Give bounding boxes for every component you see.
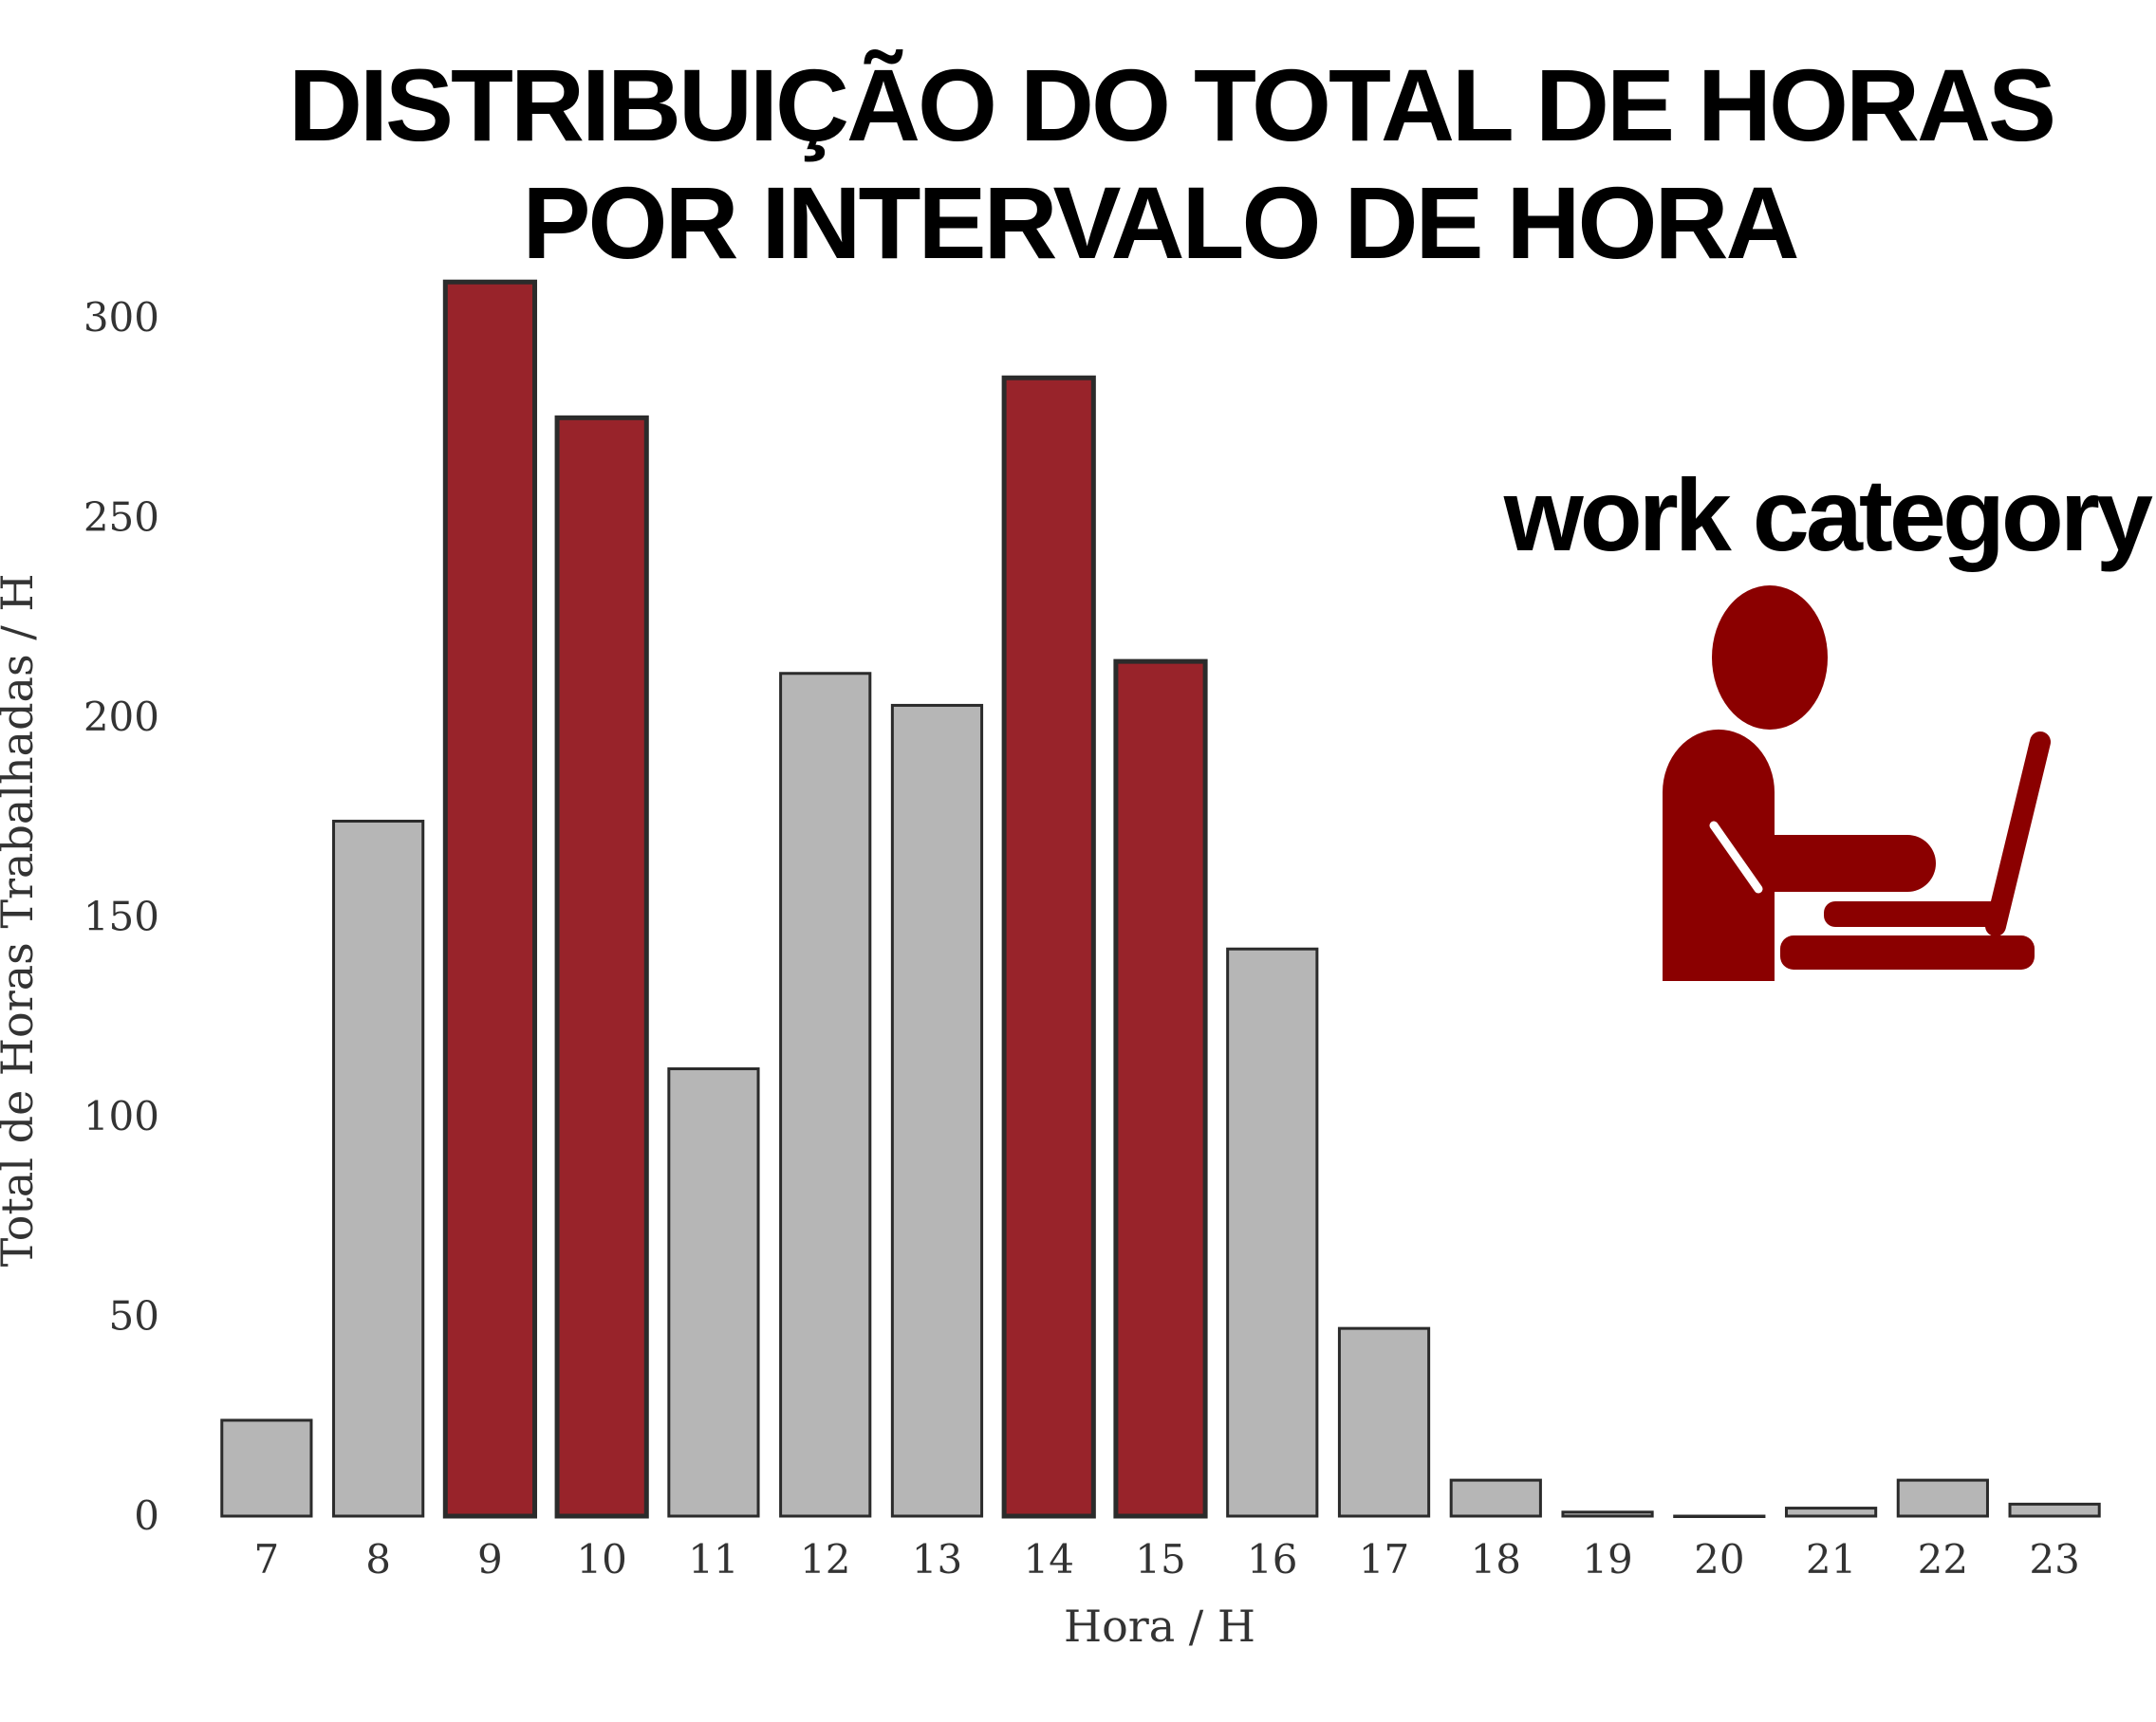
x-axis-ticks: 7 8 9 10 11 12 13 14 15 16 17 18 19 20 21 22 23 <box>254 1536 2080 1583</box>
y-tick-label: 250 <box>84 494 159 541</box>
y-tick-label: 150 <box>84 894 159 940</box>
badge-text: work category <box>1503 457 2153 572</box>
bar-hour-11 <box>667 1067 760 1518</box>
person-at-laptop-icon <box>1663 585 2051 981</box>
x-tick-label: 18 <box>1471 1536 1521 1583</box>
bar-hour-21 <box>1784 1507 1878 1518</box>
bar-hour-18 <box>1449 1478 1542 1518</box>
y-tick-label: 0 <box>134 1492 159 1539</box>
x-tick-label: 23 <box>2029 1536 2079 1583</box>
x-tick-label: 17 <box>1359 1536 1409 1583</box>
x-axis-label: Hora / H <box>1064 1601 1255 1652</box>
x-tick-label: 13 <box>912 1536 962 1583</box>
x-tick-label: 15 <box>1135 1536 1185 1583</box>
bar-hour-23 <box>2008 1502 2101 1518</box>
y-axis-ticks: 0 50 100 150 200 250 300 <box>84 294 159 1539</box>
bar-hour-22 <box>1896 1478 1989 1518</box>
chart-title-line-1: DISTRIBUIÇÃO DO TOTAL DE HORAS <box>288 47 2054 162</box>
work-category-badge: work category <box>1503 457 2156 981</box>
bar-hour-10 <box>554 415 649 1519</box>
x-tick-label: 19 <box>1582 1536 1632 1583</box>
x-tick-label: 10 <box>576 1536 626 1583</box>
y-axis-label: Total de Horas Trabalhadas / H <box>0 574 43 1268</box>
x-tick-label: 8 <box>365 1536 391 1583</box>
x-tick-label: 12 <box>800 1536 850 1583</box>
y-tick-label: 50 <box>109 1293 159 1340</box>
x-tick-label: 21 <box>1806 1536 1856 1583</box>
y-tick-label: 200 <box>84 694 159 740</box>
x-tick-label: 11 <box>688 1536 738 1583</box>
bar-hour-7 <box>220 1418 313 1518</box>
x-tick-label: 7 <box>254 1536 280 1583</box>
x-tick-label: 14 <box>1024 1536 1074 1583</box>
x-tick-label: 22 <box>1918 1536 1968 1583</box>
y-tick-label: 300 <box>84 294 159 341</box>
bar-hour-9 <box>442 279 538 1519</box>
bar-hour-15 <box>1113 658 1208 1519</box>
bar-hour-19 <box>1561 1510 1654 1518</box>
bar-hour-13 <box>890 703 984 1518</box>
bar-hour-16 <box>1226 947 1319 1518</box>
bar-hour-14 <box>1001 375 1096 1519</box>
bar-hour-20 <box>1673 1514 1766 1518</box>
bar-hour-17 <box>1337 1326 1431 1518</box>
bars <box>220 279 2101 1519</box>
x-tick-label: 9 <box>477 1536 503 1583</box>
chart-title-line-2: POR INTERVALO DE HORA <box>522 165 1797 280</box>
x-tick-label: 20 <box>1694 1536 1744 1583</box>
bar-hour-8 <box>332 820 425 1518</box>
bar-hour-12 <box>779 672 872 1518</box>
y-tick-label: 100 <box>84 1093 159 1139</box>
x-tick-label: 16 <box>1247 1536 1297 1583</box>
